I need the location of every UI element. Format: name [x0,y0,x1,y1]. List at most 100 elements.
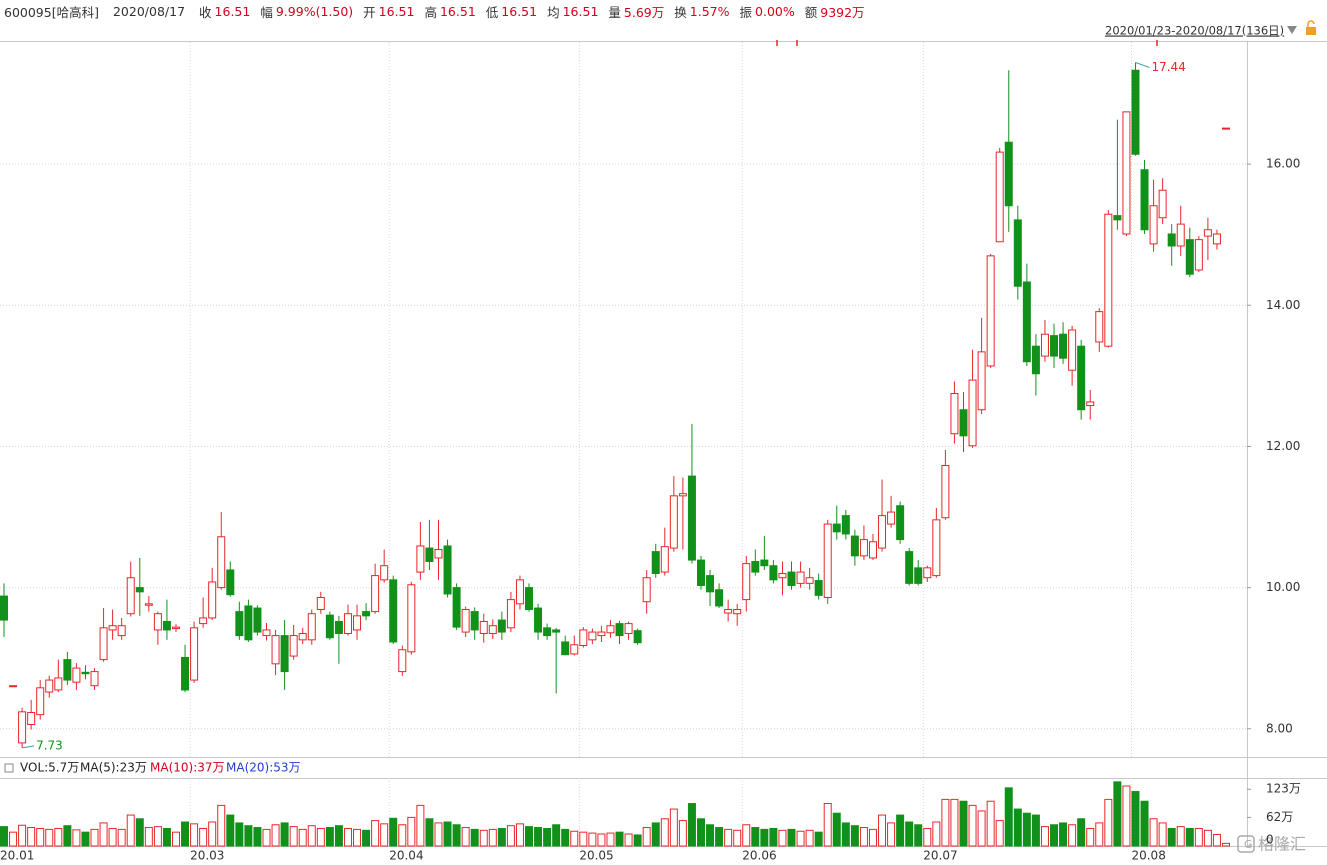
volume-bar [868,828,877,847]
field-label: 均 [547,4,560,20]
field-value: 1.57% [689,3,730,19]
volume-bar [552,824,561,847]
candle-body [850,535,859,557]
candle-body [262,629,271,637]
candle-body [307,613,316,641]
candle-body [1022,281,1031,363]
volume-bar [1031,814,1040,847]
volume-bar [171,831,180,847]
lock-icon[interactable] [1306,27,1316,35]
offscale-marker [776,40,1158,46]
candle-body [398,649,407,673]
quote-date: 2020/08/17 [112,3,186,19]
volume-bar [362,829,371,847]
field-value: 16.51 [562,3,599,19]
volume-bar [280,822,289,847]
volume-bar [606,832,615,847]
volume-bar [715,827,724,847]
candle-body [117,625,126,637]
field-label: 量 [608,4,621,20]
candle-body [751,560,760,573]
volume-bar [1203,829,1212,847]
y-tick-label: 0 [1266,833,1274,847]
volume-bar [407,816,416,847]
volume-bar [18,824,27,847]
volume-bar [1222,842,1230,847]
volume-bar [199,827,208,847]
volume-bar [117,828,126,847]
volume-bar [968,804,977,847]
field-label: 高 [424,4,437,20]
volume-bar [660,818,669,847]
candle-body [407,584,416,653]
volume-bar [461,827,470,847]
field-value: 5.69万 [623,4,665,20]
candle-body [235,611,244,637]
volume-bar [1113,781,1122,847]
indicator-label: MA(5):23万 [80,761,147,775]
volume-bar [1194,827,1203,847]
candle-body [1068,329,1077,371]
candle-body [769,565,778,581]
candle-body [841,515,850,535]
candle-body [298,632,307,641]
candle-body [144,603,153,606]
candle-body [81,671,90,675]
field-value: 16.51 [214,3,251,19]
volume-bar [9,831,18,847]
candle-body [343,613,352,634]
field-value: 9392万 [820,4,865,20]
candle-body [208,581,217,619]
volume-bar [253,827,262,847]
volume-bar [923,827,932,847]
volume-bar [45,828,54,847]
candle-body [253,607,262,633]
volume-bar [1022,812,1031,847]
candle-body [696,559,705,586]
range-label[interactable]: 2020/01/23-2020/08/17(136日) [1105,24,1284,38]
candle-body [1185,239,1194,275]
volume-bar [696,818,705,847]
candle-body [1104,213,1113,347]
candle-body [624,623,633,634]
volume-bar [371,820,380,847]
candle-body [905,551,914,584]
volume-bar [724,828,733,847]
candle-body [90,671,99,687]
volume-bar [316,827,325,847]
volume-bar [932,821,941,847]
candle-body [561,641,570,656]
candle-body [552,629,561,633]
volume-bar [814,831,823,847]
volume-bar [226,814,235,847]
candle-body [153,613,162,631]
volume-bar [90,828,99,847]
field-label: 收 [199,4,212,20]
candle-body [859,539,868,557]
candle-body [1050,335,1059,357]
candle-body [959,409,968,437]
volume-bar [579,831,588,847]
candle-body [461,608,470,633]
panel-toggle[interactable] [4,763,14,773]
candle-body [63,659,72,681]
volume-bar [642,827,651,847]
y-tick-label: 62万 [1266,810,1293,824]
volume-bar [887,822,896,847]
volume-bar [99,822,108,847]
candle-body [678,493,687,497]
volume-bar [488,828,497,847]
candle-body [108,625,117,631]
candle-body [715,589,724,607]
volume-bar [896,814,905,847]
candle-body [1113,215,1122,221]
volume-bar [244,825,253,847]
field-value: 0.00% [755,3,795,19]
candle-body [325,614,334,639]
volume-bar [751,827,760,847]
candle-body [217,536,226,589]
volume-bar [823,803,832,847]
dropdown-arrow[interactable] [1287,26,1297,34]
symbol: 600095[哈高科] [4,4,99,20]
volume-bar [1167,827,1176,847]
